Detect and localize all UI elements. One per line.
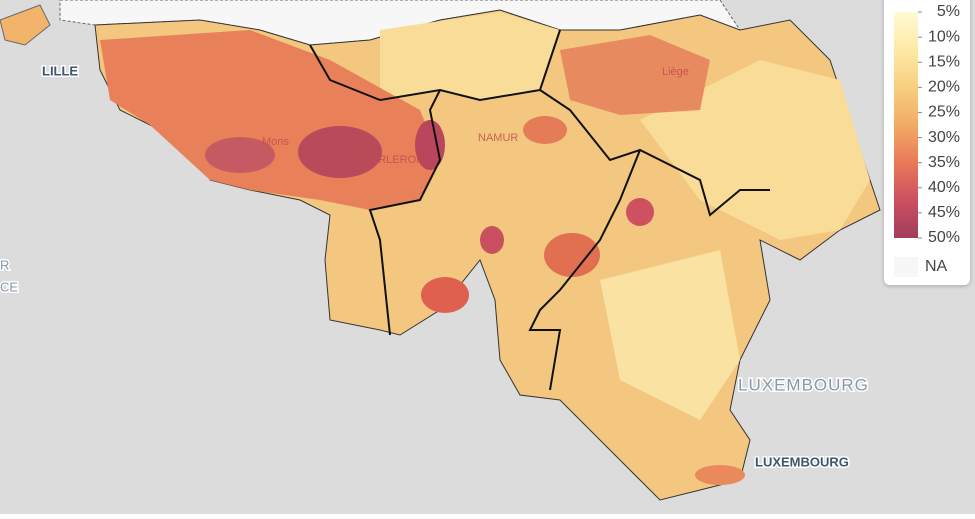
province-border	[528, 149, 641, 391]
place-label: LILLE	[42, 63, 78, 78]
province-border	[368, 89, 442, 336]
spot	[421, 277, 469, 313]
place-label: Mons	[262, 136, 289, 148]
legend-na-swatch	[894, 257, 918, 277]
legend-tick-label: 5%	[937, 3, 960, 20]
spot	[695, 465, 745, 485]
place-label: LUXEMBOURG	[755, 454, 849, 469]
legend-bar	[894, 12, 918, 238]
country-label: CE	[0, 279, 18, 294]
legend-tick-label: 50%	[928, 229, 960, 246]
legend-tick-label: 45%	[928, 204, 960, 221]
place-label: Liège	[662, 66, 689, 78]
legend-tick-label: 35%	[928, 154, 960, 171]
place-label: CHARLEROI	[355, 154, 419, 166]
legend-tick-label: 10%	[928, 28, 960, 45]
spot	[626, 198, 654, 226]
brabant	[380, 12, 560, 100]
country-label: LUXEMBOURG	[738, 375, 869, 394]
borinage	[205, 137, 275, 173]
charleroi-area	[298, 126, 382, 178]
legend-tick-label: 15%	[928, 53, 960, 70]
legend-tick-label: 25%	[928, 104, 960, 121]
legend: NA 5% 10% 15% 20% 25% 30% 35% 40% 45% 50%	[884, 0, 970, 285]
ardennes	[600, 250, 740, 420]
place-label: NAMUR	[478, 132, 518, 144]
spot	[480, 226, 504, 254]
spot	[415, 120, 445, 170]
region-nw	[0, 4, 51, 46]
spot	[544, 233, 600, 277]
province-border	[539, 89, 770, 217]
legend-tick-label: 30%	[928, 129, 960, 146]
country-label: R	[0, 257, 9, 272]
spot	[523, 116, 567, 144]
legend-tick-label: 40%	[928, 179, 960, 196]
legend-tick-label: 20%	[928, 79, 960, 96]
legend-na-label: NA	[925, 258, 948, 275]
liege-area	[560, 35, 710, 115]
